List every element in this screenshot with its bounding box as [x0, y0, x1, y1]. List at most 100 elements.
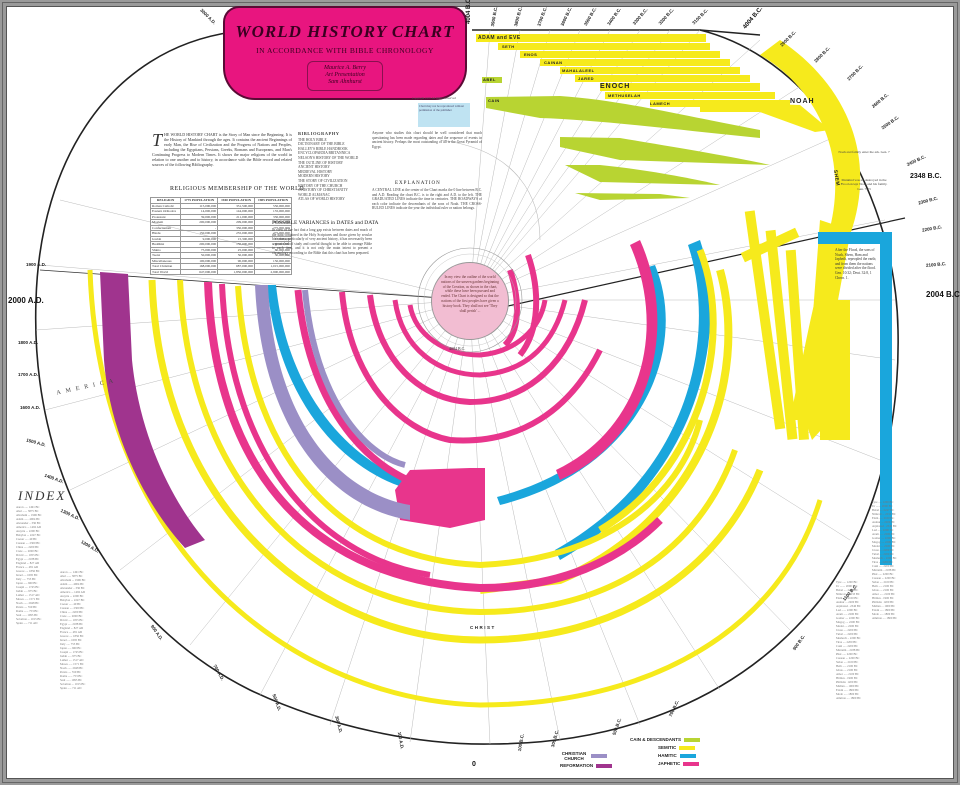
hamitic-box-note: After the Flood, the sons of Noah, Shem,…: [835, 248, 877, 280]
top-baseline-right: [699, 29, 761, 36]
author-line-3: Sam Ahnhurst: [328, 79, 362, 86]
bibliography-entry: HALLEY'S BIBLE HANDBOOK: [298, 146, 348, 151]
hamitic-arc-inner: [267, 285, 430, 492]
church-arc: [255, 285, 410, 520]
patriarch-label: ENOCH: [600, 83, 631, 90]
legend-swatch: [591, 754, 607, 758]
tick-1900-ad: 1900 A.D.: [26, 262, 47, 267]
patriarch-bands: [476, 34, 830, 132]
legend-item-cain: CAIN & DESCENDANTS: [630, 737, 701, 742]
variances-title: POSSIBLE VARIANCES in DATES and DATA: [272, 220, 379, 226]
tick-label: 1700 A.D.: [18, 372, 39, 377]
patriarch-label: ENOS: [524, 52, 538, 57]
legend-swatch: [679, 745, 696, 750]
christ-label: CHRIST: [470, 625, 496, 630]
intro-paragraph: HE WORLD HISTORY CHART is the Story of M…: [152, 132, 292, 167]
tick-label: 1800 A.D.: [18, 340, 39, 345]
variances-text: In view of the fact that a long gap exis…: [272, 228, 372, 255]
bibliography-entry: DICTIONARY OF THE BIBLE: [298, 142, 345, 147]
chart-title: WORLD HISTORY CHART: [235, 22, 455, 41]
bibliography-entry: MEDIEVAL HISTORY: [298, 169, 333, 174]
legend-label: SEMITIC: [658, 745, 677, 750]
cell: Miscellaneous: [149, 257, 182, 264]
table-row: Hindu 150,000,000 255,000,000 475,000,000: [149, 230, 292, 237]
hamitic-box: [818, 232, 892, 565]
semitic-subbands: [740, 210, 850, 441]
intro-text-block: T HE WORLD HISTORY CHART is the Story of…: [152, 130, 292, 167]
cell: 100,000,000: [180, 257, 219, 264]
legend-item-japhetic: JAPHETIC: [658, 761, 700, 766]
legend-item-semitic: SEMITIC: [658, 745, 696, 750]
flood-note: Mankind was all destroyed in the Flood e…: [840, 178, 888, 191]
patriarch-label: MAHALALEEL: [562, 68, 595, 73]
index-column-left-2: Aaron ..... 1491 BC Abel ...... 3875 BC …: [60, 570, 86, 690]
patriarch-label: JARED: [578, 76, 595, 81]
index-column-right: Tyre ..... 1200 BC Ur ....... 2000 BC Ba…: [872, 500, 898, 620]
column-header: 1775 POPULATION: [180, 197, 219, 204]
bibliography-entry: HISTORY OF THE CHURCH: [298, 183, 343, 188]
copyright-line: Copyright 1970 All Rights Reserved: [412, 96, 456, 100]
bibliography-title: BIBLIOGRAPHY: [298, 131, 340, 136]
table-row: Total Christian 168,000,000 687,000,000 1,0…: [149, 263, 292, 270]
bibliography-entry: WORLD ALMANAC: [298, 192, 331, 197]
japhetic-arc-right: [556, 240, 658, 480]
legend-swatch: [684, 737, 701, 742]
patriarch-label: CAINAN: [544, 60, 563, 65]
explanation-body: A CENTRAL LINE at the center of the Char…: [372, 188, 482, 211]
center-ring-inner: [423, 253, 517, 347]
cell: 1,015,000,000: [254, 263, 292, 270]
table-row: Miscellaneous 100,000,000 90,000,000 150,00…: [149, 257, 292, 264]
cain-line-label: ABEL: [483, 77, 496, 82]
flood-note: Noah and family enter the ark. Gen. 7: [838, 150, 890, 154]
legend-item-hamitic: HAMITIC: [658, 753, 696, 758]
cell: 1,850,000,000: [217, 268, 256, 275]
cain-line-label: CAIN: [488, 98, 500, 103]
table-row: Jewish 9,000,000 15,300,000 17,000,000: [149, 235, 292, 242]
cell: Total Christian: [149, 263, 182, 270]
tick-4004-bc: 4004 B.C.: [466, 0, 473, 25]
table-row: Total World 647,000,000 1,850,000,000 2,900…: [149, 268, 292, 275]
legend-label: CAIN & DESCENDANTS: [630, 737, 682, 742]
bibliography-entry: THE OUTLINE OF HISTORY: [298, 160, 344, 165]
religions-table-title: RELIGIOUS MEMBERSHIP OF THE WORLD: [170, 186, 305, 192]
legend-swatch: [683, 761, 700, 766]
bibliography-entry: THE STORY OF CIVILIZATION: [298, 178, 348, 183]
table-header-row: RELIGION 1775 POPULATION 1940 POPULATION…: [149, 197, 292, 204]
bibliography-entry: ATLAS OF WORLD HISTORY: [298, 197, 345, 202]
reformation-arc: [100, 272, 205, 548]
cell: 50,000,000: [180, 252, 219, 259]
color-legend: CAIN & DESCENDANTS SEMITIC HAMITIC JAPHE…: [560, 737, 710, 771]
bibliography-entry: ANCIENT HISTORY: [298, 165, 330, 170]
index-column-left: Aaron ..... 1491 BC Abel ...... 3875 BC …: [16, 505, 42, 625]
author-line-2: Art Presentation: [325, 72, 365, 79]
patriarch-label: SETH: [502, 44, 515, 49]
legend-label: CHRISTIAN CHURCH: [561, 751, 587, 761]
patriarch-label: NOAH: [790, 98, 815, 105]
legend-item-reformation: REFORMATION: [560, 763, 613, 768]
tick-label: 1600 A.D.: [20, 405, 41, 410]
cell: 30,000,000: [254, 252, 292, 259]
patriarch-label: LAMECH: [650, 101, 671, 106]
legend-label: JAPHETIC: [658, 761, 681, 766]
bibliography-entry: THE HOLY BIBLE: [298, 137, 327, 142]
author-line-1: Maurice A. Berry: [323, 65, 367, 71]
japhetic-large-block: [395, 468, 485, 528]
cell: 647,000,000: [180, 268, 219, 275]
japhetic-arcs: [204, 254, 663, 593]
chart-subtitle: IN ACCORDANCE WITH BIBLE CHRONOLOGY: [256, 46, 434, 55]
explanation-title: EXPLANATION: [395, 181, 441, 186]
center-circle-label: 4004 B.C.: [449, 346, 466, 351]
bibliography: BIBLIOGRAPHY THE HOLY BIBLE DICTIONARY O…: [298, 131, 370, 202]
legend-swatch: [596, 763, 613, 768]
bibliography-entry: NELSON'S HISTORY OF THE WORLD: [298, 155, 359, 160]
semitic-region: [760, 40, 861, 420]
cell: 2,900,000,000: [254, 268, 292, 275]
patriarch-label: ADAM and EVE: [478, 35, 521, 41]
legend-label: HAMITIC: [658, 753, 677, 758]
dropcap: T: [152, 130, 163, 150]
cell: Taoist: [149, 252, 182, 259]
religions-table: RELIGION 1775 POPULATION 1940 POPULATION…: [149, 197, 292, 275]
legend-label: REFORMATION: [560, 763, 594, 768]
